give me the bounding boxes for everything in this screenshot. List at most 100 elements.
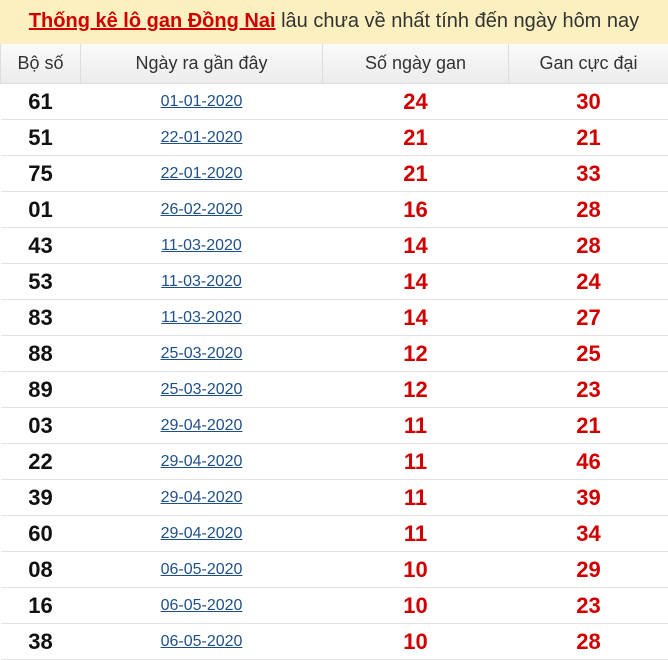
so-ngay-gan: 16 [323,192,509,228]
table-row: 22 29-04-2020 11 46 [1,444,668,480]
page-title: Thống kê lô gan Đồng Nai lâu chưa về nhấ… [0,0,668,44]
bo-so: 51 [1,120,81,156]
gan-cuc-dai: 28 [509,624,668,660]
date-cell: 22-01-2020 [81,120,323,156]
so-ngay-gan: 21 [323,156,509,192]
table-row: 83 11-03-2020 14 27 [1,300,668,336]
gan-cuc-dai: 23 [509,372,668,408]
title-link[interactable]: Thống kê lô gan Đồng Nai [29,10,276,32]
bo-so: 60 [1,516,81,552]
date-link[interactable]: 22-01-2020 [161,165,243,182]
header-ngay-ra: Ngày ra gần đây [81,44,323,84]
date-cell: 22-01-2020 [81,156,323,192]
date-cell: 26-02-2020 [81,192,323,228]
bo-so: 16 [1,588,81,624]
so-ngay-gan: 12 [323,372,509,408]
bo-so: 39 [1,480,81,516]
date-link[interactable]: 29-04-2020 [161,417,243,434]
table-row: 01 26-02-2020 16 28 [1,192,668,228]
bo-so: 61 [1,84,81,120]
gan-cuc-dai: 24 [509,264,668,300]
table-row: 08 06-05-2020 10 29 [1,552,668,588]
table-row: 88 25-03-2020 12 25 [1,336,668,372]
date-link[interactable]: 29-04-2020 [161,453,243,470]
table-row: 89 25-03-2020 12 23 [1,372,668,408]
gan-cuc-dai: 28 [509,192,668,228]
gan-cuc-dai: 21 [509,120,668,156]
title-rest: lâu chưa về nhất tính đến ngày hôm nay [276,10,640,32]
gan-cuc-dai: 29 [509,552,668,588]
gan-cuc-dai: 39 [509,480,668,516]
bo-so: 83 [1,300,81,336]
date-cell: 06-05-2020 [81,588,323,624]
date-cell: 29-04-2020 [81,516,323,552]
table-row: 03 29-04-2020 11 21 [1,408,668,444]
bo-so: 01 [1,192,81,228]
date-link[interactable]: 22-01-2020 [161,129,243,146]
table-row: 51 22-01-2020 21 21 [1,120,668,156]
gan-cuc-dai: 23 [509,588,668,624]
date-link[interactable]: 01-01-2020 [161,93,243,110]
date-cell: 06-05-2020 [81,624,323,660]
date-link[interactable]: 29-04-2020 [161,489,243,506]
date-link[interactable]: 11-03-2020 [161,273,242,290]
header-so-ngay-gan: Số ngày gan [323,44,509,84]
date-cell: 11-03-2020 [81,264,323,300]
date-link[interactable]: 06-05-2020 [161,597,243,614]
date-link[interactable]: 11-03-2020 [161,237,242,254]
date-cell: 29-04-2020 [81,408,323,444]
table-row: 61 01-01-2020 24 30 [1,84,668,120]
date-cell: 11-03-2020 [81,228,323,264]
bo-so: 38 [1,624,81,660]
header-bo-so: Bộ số [1,44,81,84]
bo-so: 89 [1,372,81,408]
gan-cuc-dai: 34 [509,516,668,552]
date-cell: 29-04-2020 [81,480,323,516]
date-cell: 25-03-2020 [81,336,323,372]
so-ngay-gan: 10 [323,552,509,588]
so-ngay-gan: 11 [323,444,509,480]
so-ngay-gan: 14 [323,228,509,264]
so-ngay-gan: 10 [323,624,509,660]
so-ngay-gan: 24 [323,84,509,120]
date-link[interactable]: 06-05-2020 [161,561,243,578]
date-link[interactable]: 06-05-2020 [161,633,243,650]
lo-gan-table: Bộ số Ngày ra gần đây Số ngày gan Gan cự… [0,44,668,660]
date-link[interactable]: 25-03-2020 [161,381,243,398]
date-link[interactable]: 29-04-2020 [161,525,243,542]
date-link[interactable]: 11-03-2020 [161,309,242,326]
so-ngay-gan: 10 [323,588,509,624]
so-ngay-gan: 12 [323,336,509,372]
table-row: 38 06-05-2020 10 28 [1,624,668,660]
date-cell: 11-03-2020 [81,300,323,336]
date-cell: 06-05-2020 [81,552,323,588]
table-row: 60 29-04-2020 11 34 [1,516,668,552]
table-row: 43 11-03-2020 14 28 [1,228,668,264]
gan-cuc-dai: 21 [509,408,668,444]
so-ngay-gan: 21 [323,120,509,156]
header-gan-cuc-dai: Gan cực đại [509,44,668,84]
so-ngay-gan: 14 [323,264,509,300]
bo-so: 22 [1,444,81,480]
table-row: 16 06-05-2020 10 23 [1,588,668,624]
gan-cuc-dai: 27 [509,300,668,336]
gan-cuc-dai: 30 [509,84,668,120]
table-row: 39 29-04-2020 11 39 [1,480,668,516]
bo-so: 08 [1,552,81,588]
gan-cuc-dai: 33 [509,156,668,192]
date-link[interactable]: 26-02-2020 [161,201,243,218]
date-cell: 29-04-2020 [81,444,323,480]
gan-cuc-dai: 46 [509,444,668,480]
bo-so: 88 [1,336,81,372]
bo-so: 53 [1,264,81,300]
date-link[interactable]: 25-03-2020 [161,345,243,362]
date-cell: 25-03-2020 [81,372,323,408]
so-ngay-gan: 14 [323,300,509,336]
table-row: 53 11-03-2020 14 24 [1,264,668,300]
bo-so: 75 [1,156,81,192]
so-ngay-gan: 11 [323,516,509,552]
table-row: 75 22-01-2020 21 33 [1,156,668,192]
so-ngay-gan: 11 [323,408,509,444]
gan-cuc-dai: 25 [509,336,668,372]
bo-so: 03 [1,408,81,444]
